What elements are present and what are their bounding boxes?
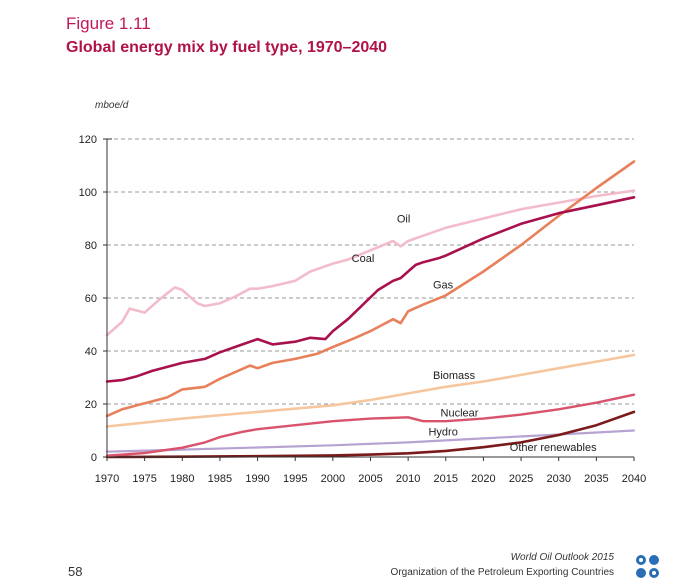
- y-tick-label: 20: [85, 399, 97, 411]
- series-label-gas: Gas: [433, 280, 454, 292]
- series-labels: Oil Coal Gas Biomass Nuclear Hydro Other renew…: [352, 213, 597, 454]
- series-line-other-renewables: [105, 410, 636, 459]
- series-line-gas: [105, 160, 636, 418]
- x-tick-label: 1970: [95, 473, 119, 485]
- publication-name: World Oil Outlook 2015: [510, 552, 614, 563]
- x-tick-label: 2010: [396, 473, 420, 485]
- series-label-biomass: Biomass: [433, 370, 476, 382]
- x-tick-label: 1980: [170, 473, 194, 485]
- y-axis-unit-label: mboe/d: [95, 100, 129, 111]
- figure-label: Figure 1.11: [66, 14, 151, 33]
- x-tick-label: 2000: [321, 473, 345, 485]
- x-tick-label: 2020: [471, 473, 495, 485]
- page-number: 58: [68, 564, 83, 579]
- series-line-nuclear: [105, 393, 636, 457]
- x-tick-label: 1975: [132, 473, 156, 485]
- x-tick-label: 2035: [584, 473, 608, 485]
- organization-name: Organization of the Petroleum Exporting …: [390, 567, 614, 578]
- y-tick-label: 0: [91, 452, 97, 464]
- x-tick-label: 2025: [509, 473, 533, 485]
- grid-lines: [107, 138, 634, 405]
- x-tick-label: 1990: [245, 473, 269, 485]
- x-tick-label: 2030: [546, 473, 570, 485]
- series-label-hydro: Hydro: [428, 426, 457, 438]
- series-lines: [105, 160, 636, 459]
- y-tick-label: 100: [79, 187, 97, 199]
- series-line-hydro: [105, 429, 636, 453]
- y-tick-label: 60: [85, 293, 97, 305]
- x-tick-label: 1995: [283, 473, 307, 485]
- series-label-other-renewables: Other renewables: [510, 442, 597, 454]
- series-label-nuclear: Nuclear: [441, 408, 479, 420]
- x-tick-label: 2015: [434, 473, 458, 485]
- y-tick-label: 40: [85, 346, 97, 358]
- x-tick-label: 2005: [358, 473, 382, 485]
- figure-title: Global energy mix by fuel type, 1970–204…: [66, 39, 388, 56]
- x-tick-label: 1985: [208, 473, 232, 485]
- opec-logo-icon: [636, 555, 659, 578]
- series-line-biomass: [105, 353, 636, 428]
- series-line-oil: [105, 189, 636, 337]
- y-tick-label: 80: [85, 240, 97, 252]
- series-line-coal: [105, 196, 636, 383]
- x-tick-label: 2040: [622, 473, 646, 485]
- series-label-coal: Coal: [352, 253, 375, 265]
- axes: [103, 138, 635, 461]
- y-tick-label: 120: [79, 134, 97, 146]
- series-label-oil: Oil: [397, 213, 410, 225]
